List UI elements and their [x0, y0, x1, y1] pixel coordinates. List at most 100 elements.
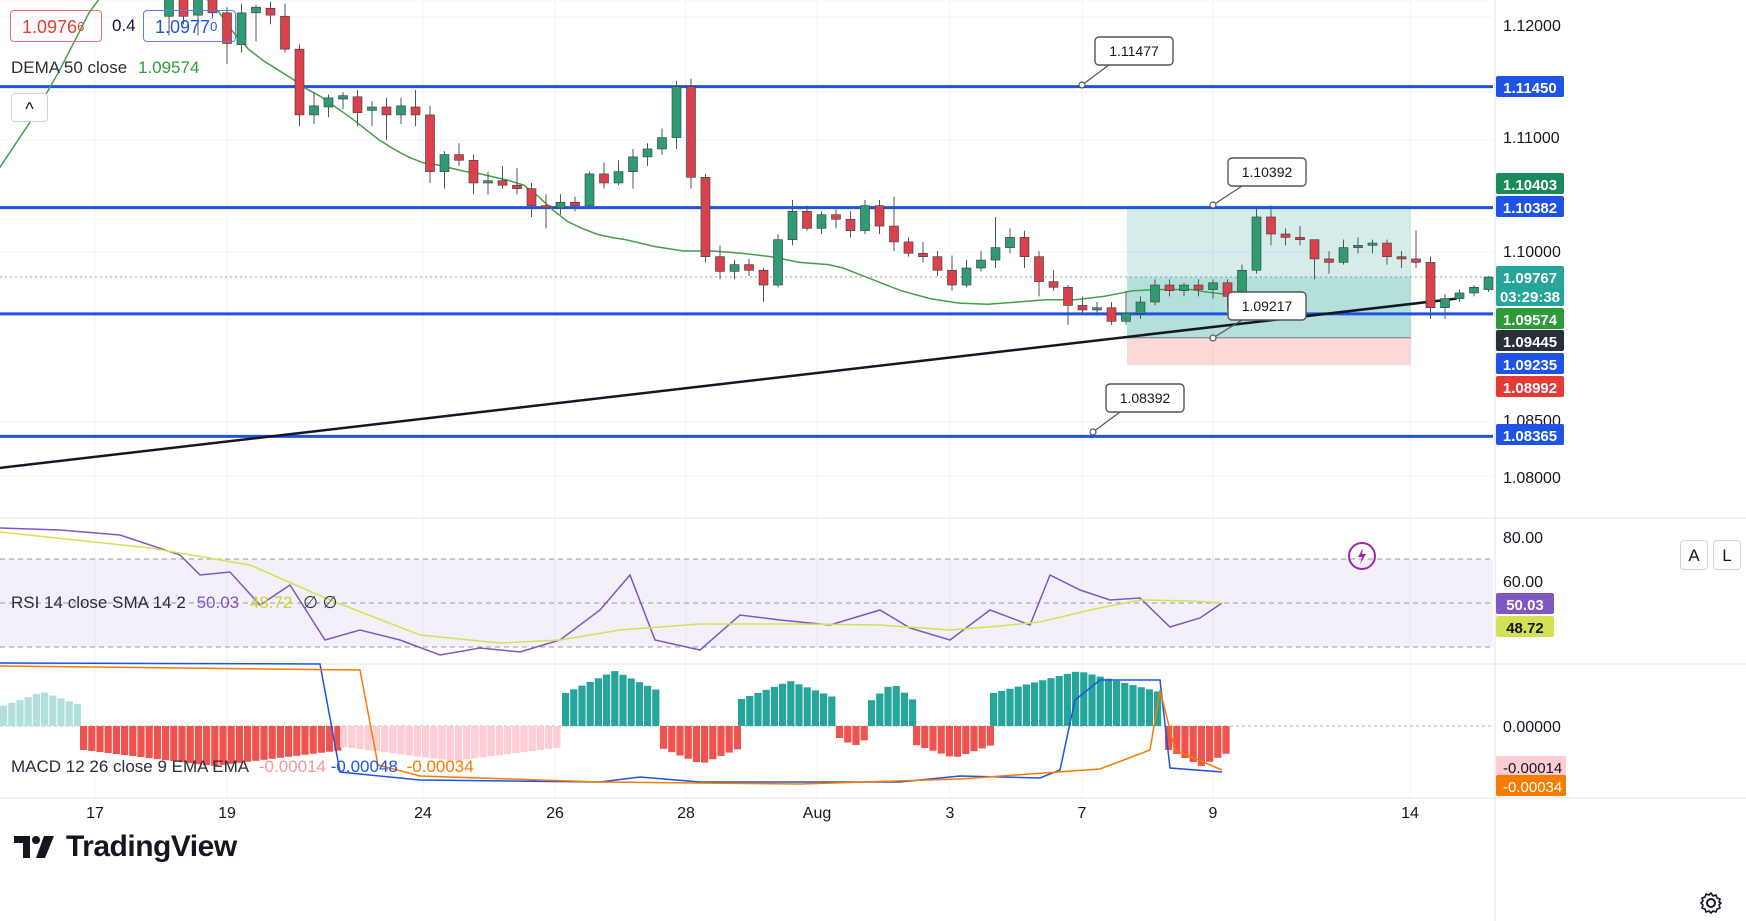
macd-histogram-bar	[112, 726, 120, 755]
callout-anchor	[1089, 428, 1097, 436]
candle	[1353, 237, 1363, 254]
candle	[628, 148, 638, 189]
macd-histogram-bar	[348, 726, 356, 749]
auto-scale-button[interactable]: A	[1680, 540, 1708, 570]
price-callout: 1.11477	[1078, 36, 1174, 89]
macd-histogram-bar	[129, 726, 137, 757]
candle-body	[758, 269, 769, 286]
time-tick: 9	[1209, 805, 1218, 822]
price-tag-label: 1.10403	[1503, 177, 1557, 194]
macd-histogram-bar	[553, 726, 561, 748]
macd-histogram-bar	[676, 726, 684, 756]
candles[interactable]	[164, 0, 1494, 325]
macd-histogram-bar	[909, 699, 917, 726]
macd-histogram-bar	[795, 684, 803, 726]
macd-histogram-bar	[746, 695, 754, 726]
macd-histogram-bar	[594, 678, 602, 726]
price-callouts[interactable]: 1.11477 1.10392 1.09217 1.08392	[1078, 36, 1307, 436]
candle-body	[1208, 282, 1218, 290]
macd-histogram-bar	[121, 726, 129, 756]
candle	[1019, 230, 1030, 269]
candle-body	[483, 180, 493, 184]
candle	[410, 89, 421, 127]
price-tag-bg	[1496, 308, 1564, 329]
macd-histogram-bar	[276, 726, 284, 758]
macd-histogram-bar	[268, 726, 276, 759]
time-axis[interactable]: 17 19 24 26 28 Aug 3 7 9 14	[86, 805, 1419, 822]
macd-legend[interactable]: MACD 12 26 close 9 EMA EMA -0.00014 -0.0…	[11, 757, 474, 777]
price-tag-bg	[1496, 76, 1564, 97]
macd-histogram-bar	[562, 693, 570, 726]
candle	[483, 171, 493, 195]
macd-histogram-bar	[536, 726, 544, 750]
candle-body	[236, 12, 247, 45]
price-tick: 1.11000	[1503, 130, 1560, 147]
macd-histogram-bar	[754, 692, 762, 726]
tradingview-logo: TradingView	[14, 830, 237, 864]
macd-histogram-bar	[545, 726, 553, 749]
time-tick: 17	[86, 805, 104, 822]
candle	[164, 0, 174, 36]
macd-histogram-bar	[495, 726, 503, 756]
macd-signal-value: -0.00034	[406, 757, 474, 776]
rsi-legend[interactable]: RSI 14 close SMA 14 2 50.03 48.72 ∅ ∅	[11, 593, 337, 613]
candle	[744, 258, 754, 276]
rsi-tag-bg	[1496, 593, 1554, 614]
macd-histogram-bar	[603, 674, 611, 726]
price-axis[interactable]: 1.120001.110001.100001.085001.080001.114…	[1496, 18, 1566, 796]
macd-histogram-bar	[454, 726, 462, 761]
candle-body	[1469, 286, 1479, 294]
candle-body	[1382, 242, 1392, 257]
candle	[381, 97, 392, 140]
candle	[889, 196, 899, 251]
macd-histogram-bar	[479, 726, 487, 758]
macd-tag-bg	[1496, 775, 1566, 796]
macd-histogram-bar	[970, 726, 978, 752]
macd-histogram-bar	[1006, 688, 1014, 726]
rsi-line	[0, 527, 1223, 656]
candle-body	[642, 148, 653, 158]
candle	[1077, 296, 1088, 314]
candle-body	[193, 0, 203, 16]
macd-histogram-bar	[644, 685, 652, 726]
candle	[1121, 290, 1131, 325]
gear-icon[interactable]	[1700, 892, 1722, 914]
time-tick: 14	[1401, 805, 1419, 822]
candle	[932, 251, 943, 276]
candle-body	[1324, 258, 1334, 263]
macd-histogram-bar	[309, 726, 317, 754]
candle-body	[309, 105, 319, 116]
macd-histogram-bar	[868, 700, 876, 726]
macd-histogram-bar	[422, 726, 430, 758]
candle	[918, 241, 928, 263]
macd-histogram-bar	[733, 726, 741, 750]
macd-histogram-bar	[1189, 726, 1197, 763]
macd-histogram-bar	[227, 726, 235, 764]
ask-price-box[interactable]: 1.09770	[143, 10, 236, 42]
candle	[439, 151, 450, 189]
macd-histogram-bar	[1197, 726, 1205, 766]
log-scale-button[interactable]: L	[1713, 540, 1741, 570]
collapse-legend-button[interactable]: ^	[11, 93, 48, 122]
macd-histogram-bar	[635, 682, 643, 726]
macd-histogram-bar	[317, 726, 325, 753]
candle	[831, 207, 841, 229]
candle-body	[555, 201, 566, 209]
candle	[1266, 205, 1276, 246]
price-tag-label: 1.09767	[1503, 270, 1557, 287]
candle	[1251, 207, 1262, 274]
dema-legend[interactable]: DEMA 50 close 1.09574	[11, 58, 199, 78]
candle-body	[729, 264, 740, 272]
macd-histogram-bar	[438, 726, 446, 760]
candle	[729, 260, 740, 280]
candle-body	[164, 0, 174, 17]
candle-body	[599, 173, 609, 184]
macd-histogram-bar	[836, 726, 844, 738]
price-tag-label: 1.11450	[1503, 80, 1556, 97]
candle-body	[918, 252, 928, 257]
trendline[interactable]	[0, 297, 1457, 470]
lightning-icon[interactable]	[1348, 542, 1376, 570]
bid-price-box[interactable]: 1.09766	[10, 10, 102, 42]
